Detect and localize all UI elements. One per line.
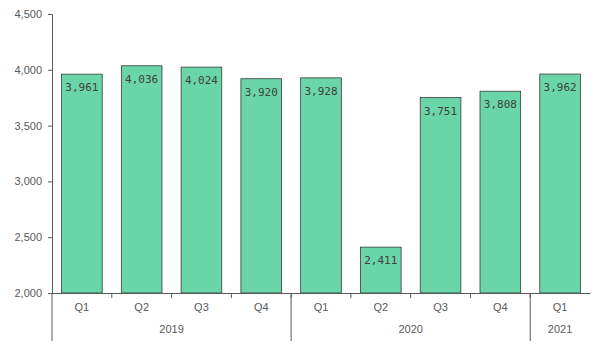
data-label: 3,928 <box>304 85 337 98</box>
y-tick-mark <box>48 293 52 294</box>
data-label: 3,920 <box>245 86 278 99</box>
category-tick <box>111 293 112 298</box>
data-label: 2,411 <box>364 254 397 267</box>
group-separator <box>530 293 531 341</box>
x-tick: Q1 <box>75 293 90 313</box>
x-tick-label: Q1 <box>314 301 329 313</box>
y-tick: 2,500 <box>14 231 52 243</box>
x-tick: Q2 <box>134 293 149 313</box>
y-tick-mark <box>48 237 52 238</box>
data-labels: 3,961 4,036 4,024 3,920 3,928 2,411 3,751 3,808… <box>65 73 576 267</box>
data-label: 3,808 <box>484 98 517 111</box>
y-tick-mark <box>48 181 52 182</box>
x-tick-label: Q4 <box>254 301 269 313</box>
y-axis: 2,000 2,500 3,000 3,500 4,000 4,500 <box>14 8 52 299</box>
y-tick-label: 4,000 <box>14 64 42 76</box>
y-tick: 3,000 <box>14 175 52 187</box>
x-axis-line <box>53 293 591 294</box>
y-axis-line <box>48 15 53 294</box>
y-tick: 3,500 <box>14 120 52 132</box>
group-separator <box>52 293 53 341</box>
x-tick: Q2 <box>373 293 388 313</box>
y-tick-label: 2,000 <box>14 287 42 299</box>
y-tick-mark <box>48 14 52 15</box>
x-tick-label: Q4 <box>493 301 508 313</box>
category-tick <box>410 293 411 298</box>
x-tick: Q1 <box>314 293 329 313</box>
bar <box>181 67 222 293</box>
x-tick: Q1 <box>553 293 568 313</box>
x-tick-label: Q2 <box>373 301 388 313</box>
x-tick-label: Q2 <box>134 301 149 313</box>
data-label: 4,036 <box>125 73 158 86</box>
x-tick: Q4 <box>493 293 508 313</box>
bar <box>420 98 461 293</box>
bar <box>480 91 521 293</box>
y-tick-label: 3,000 <box>14 175 42 187</box>
x-tick: Q4 <box>254 293 269 313</box>
bar <box>360 247 401 293</box>
bars <box>62 66 581 293</box>
category-separators <box>112 293 530 298</box>
category-tick <box>470 293 471 298</box>
y-tick-label: 3,500 <box>14 120 42 132</box>
group-label: 2021 <box>548 323 572 335</box>
group-axis: 2019 2020 2021 <box>52 293 572 341</box>
y-tick: 2,000 <box>14 287 52 299</box>
x-tick: Q3 <box>433 293 448 313</box>
y-tick-label: 2,500 <box>14 231 42 243</box>
category-tick <box>350 293 351 298</box>
plot: 2,0002,5003,0003,5004,0004,500Q1Q2Q3Q4Q1… <box>14 8 590 341</box>
bar <box>121 66 162 293</box>
y-tick-mark <box>48 70 52 71</box>
bar <box>62 74 103 293</box>
bar <box>301 78 342 293</box>
bar <box>241 79 282 293</box>
group-separator <box>291 293 292 341</box>
x-tick-label: Q1 <box>75 301 90 313</box>
chart: 2,0002,5003,0003,5004,0004,500Q1Q2Q3Q4Q1… <box>0 0 604 347</box>
category-tick <box>171 293 172 298</box>
bar <box>540 74 581 293</box>
data-label: 4,024 <box>185 74 218 87</box>
group-label: 2019 <box>159 323 183 335</box>
y-tick: 4,000 <box>14 64 52 76</box>
data-label: 3,961 <box>65 81 98 94</box>
x-tick-label: Q3 <box>194 301 209 313</box>
y-tick-label: 4,500 <box>14 8 42 20</box>
group-label: 2020 <box>398 323 422 335</box>
data-label: 3,962 <box>544 81 577 94</box>
x-tick-label: Q3 <box>433 301 448 313</box>
x-tick-label: Q1 <box>553 301 568 313</box>
x-tick: Q3 <box>194 293 209 313</box>
data-label: 3,751 <box>424 105 457 118</box>
y-tick-mark <box>48 126 52 127</box>
x-axis: Q1 Q2 Q3 Q4 Q1 Q2 Q3 Q4 Q1 <box>53 293 591 313</box>
category-tick <box>231 293 232 298</box>
y-tick: 4,500 <box>14 8 52 20</box>
